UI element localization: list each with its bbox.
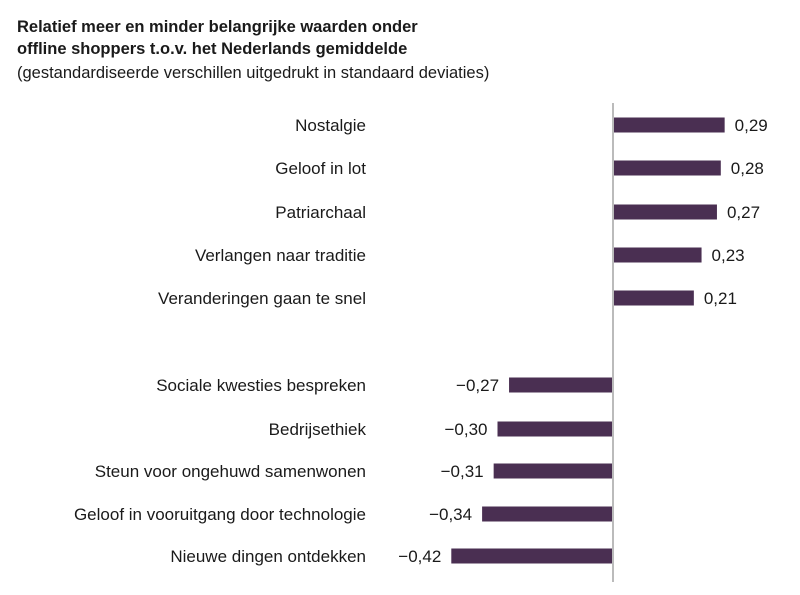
category-label: Sociale kwesties bespreken — [156, 376, 366, 395]
bar — [451, 548, 613, 564]
chart-subtitle: (gestandardiseerde verschillen uitgedruk… — [17, 64, 490, 82]
value-label: 0,29 — [735, 116, 768, 135]
value-label: 0,21 — [704, 289, 737, 308]
value-label: −0,42 — [398, 547, 441, 566]
value-label: −0,34 — [429, 505, 472, 524]
bar — [613, 117, 725, 133]
category-label: Bedrijsethiek — [269, 420, 367, 439]
chart-title-line-1: Relatief meer en minder belangrijke waar… — [17, 18, 418, 36]
value-label: −0,31 — [441, 462, 484, 481]
category-label: Patriarchaal — [275, 203, 366, 222]
bar — [613, 160, 721, 176]
value-label: 0,28 — [731, 159, 764, 178]
category-label: Steun voor ongehuwd samenwonen — [95, 462, 366, 481]
bar — [482, 506, 613, 522]
value-label: 0,23 — [712, 246, 745, 265]
bar — [613, 204, 717, 220]
category-label: Geloof in vooruitgang door technologie — [74, 505, 366, 524]
category-label: Veranderingen gaan te snel — [158, 289, 366, 308]
bar — [509, 377, 613, 393]
category-label: Geloof in lot — [275, 159, 366, 178]
bar — [613, 247, 702, 263]
bars-layer: Nostalgie 0,29 Geloof in lot 0,28 Patriarcha… — [74, 116, 768, 566]
bar — [493, 463, 613, 479]
category-label: Nostalgie — [295, 116, 366, 135]
value-label: −0,27 — [456, 376, 499, 395]
chart-title-line-2: offline shoppers t.o.v. het Nederlands g… — [17, 40, 408, 58]
chart-title: Relatief meer en minder belangrijke waar… — [17, 16, 418, 60]
value-label: −0,30 — [444, 420, 487, 439]
category-label: Verlangen naar traditie — [195, 246, 366, 265]
value-label: 0,27 — [727, 203, 760, 222]
bar — [497, 421, 613, 437]
bar — [613, 290, 694, 306]
category-label: Nieuwe dingen ontdekken — [170, 547, 366, 566]
